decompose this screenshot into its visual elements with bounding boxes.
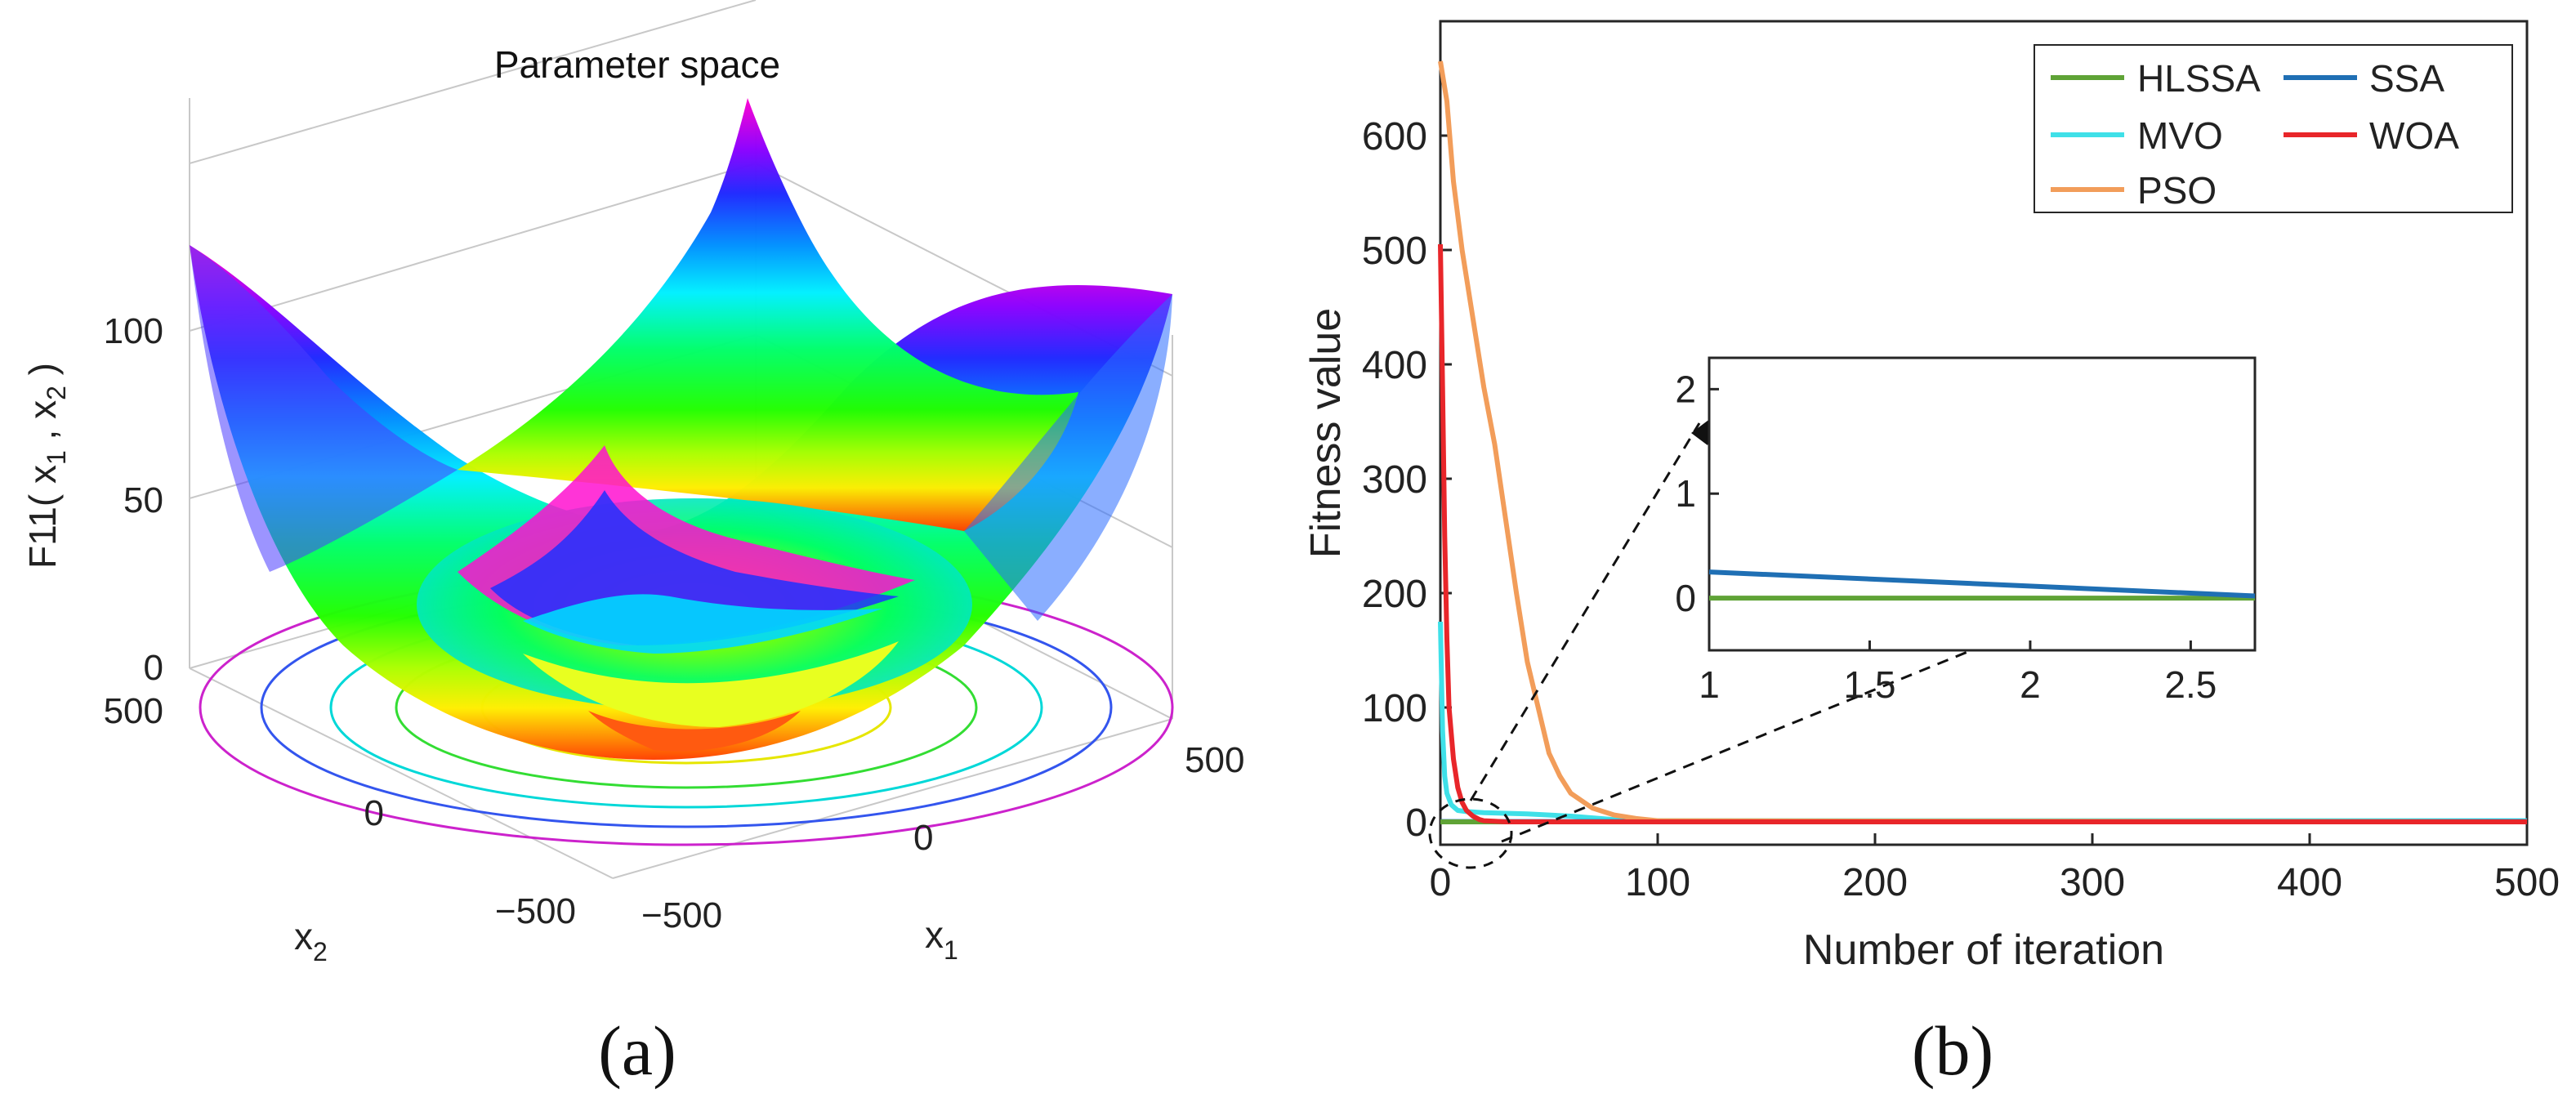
x1-label-sub: 1 — [944, 935, 958, 965]
x2-tick-label: 500 — [104, 691, 163, 731]
x2-ticks: 500 0 −500 — [104, 691, 576, 931]
z-tick-label: 100 — [104, 311, 163, 351]
x-axis-label: Number of iteration — [1803, 926, 2164, 974]
inset-plot-area — [1708, 356, 2257, 652]
z-tick-label: 0 — [144, 648, 163, 688]
x-tick-label: 400 — [2277, 861, 2342, 904]
z-label-sub1: 1 — [42, 450, 71, 465]
panel-b-line-chart: 0 100 200 300 400 500 0 100 200 300 400 500 600 Numb… — [1302, 20, 2560, 1090]
inset-series-line-ssa — [1708, 569, 2256, 599]
z-label-mid: , x — [21, 400, 64, 450]
panel-a-3d-plot: Parameter space F11( x1 , x2 ) 0 50 100 … — [21, 0, 1244, 1090]
inset-y-tick-label: 2 — [1675, 368, 1696, 410]
x-tick-label: 100 — [1625, 861, 1690, 904]
legend-box — [2034, 44, 2513, 213]
y-tick-label: 600 — [1362, 115, 1427, 158]
inset-chart: 1 1.5 2 2.5 0 1 2 — [1675, 356, 2257, 706]
y-tick-label: 400 — [1362, 344, 1427, 387]
inset-series-lines — [1708, 569, 2256, 601]
y-tick-label: 500 — [1362, 230, 1427, 273]
y-tick-label: 200 — [1362, 573, 1427, 616]
zoom-arrow-upper — [1469, 422, 1701, 801]
x2-label-sub: 2 — [313, 937, 328, 966]
x-tick-label: 0 — [1430, 861, 1452, 904]
inset-x-tick-label: 2.5 — [2164, 663, 2217, 706]
y-tick-label: 100 — [1362, 687, 1427, 730]
z-ticks: 0 50 100 — [104, 311, 163, 688]
z-label-main: F11( x — [21, 465, 64, 569]
y-tick-label: 300 — [1362, 458, 1427, 502]
x-tick-label: 300 — [2060, 861, 2125, 904]
x2-axis-label: x2 — [294, 915, 328, 966]
z-label-sub2: 2 — [42, 386, 71, 400]
y-axis-label: Fitness value — [1302, 308, 1350, 558]
zoom-region-marker — [1428, 797, 1513, 869]
z-label-end: ) — [21, 363, 64, 386]
z-tick-label: 50 — [123, 480, 163, 520]
series-line-woa — [1438, 243, 2527, 824]
x1-tick-label: 0 — [913, 818, 933, 858]
x1-tick-label: 500 — [1185, 740, 1244, 780]
series-line-pso — [1438, 60, 2528, 824]
series-lines — [1438, 60, 2528, 824]
panel-a-caption: (a) — [598, 1011, 676, 1090]
x-tick-label: 500 — [2494, 861, 2560, 904]
legend-label-pso: PSO — [2137, 169, 2217, 212]
axis-ticks: 0 100 200 300 400 500 0 100 200 300 400 500 600 — [1362, 115, 2560, 904]
inset-x-tick-label: 2 — [2020, 663, 2041, 706]
x-tick-label: 200 — [1842, 861, 1908, 904]
inset-x-tick-label: 1 — [1699, 663, 1720, 706]
legend-label-woa: WOA — [2369, 114, 2459, 157]
z-axis-label: F11( x1 , x2 ) — [21, 363, 71, 569]
panel-a-title: Parameter space — [494, 43, 780, 86]
inset-y-tick-label: 0 — [1675, 577, 1696, 619]
x1-ticks: −500 0 500 — [641, 740, 1244, 935]
x1-label-main: x — [925, 913, 944, 956]
legend-label-ssa: SSA — [2369, 57, 2444, 100]
x2-tick-label: −500 — [495, 891, 576, 931]
zoom-arrow-lower — [1501, 640, 1994, 843]
inset-x-tick-label: 1.5 — [1843, 663, 1895, 706]
inset-axis-ticks: 1 1.5 2 2.5 0 1 2 — [1675, 368, 2217, 706]
y-tick-label: 0 — [1405, 801, 1427, 845]
x2-label-main: x — [294, 915, 313, 957]
inset-y-tick-label: 1 — [1675, 472, 1696, 515]
legend-label-hlssa: HLSSA — [2137, 57, 2261, 100]
legend-label-mvo: MVO — [2137, 114, 2223, 157]
panel-b-caption: (b) — [1912, 1011, 1993, 1090]
x1-axis-label: x1 — [925, 913, 958, 965]
surface — [190, 98, 1172, 760]
x1-tick-label: −500 — [641, 895, 722, 935]
x2-tick-label: 0 — [364, 793, 384, 833]
legend: HLSSA SSA MVO WOA PSO — [2034, 44, 2513, 213]
